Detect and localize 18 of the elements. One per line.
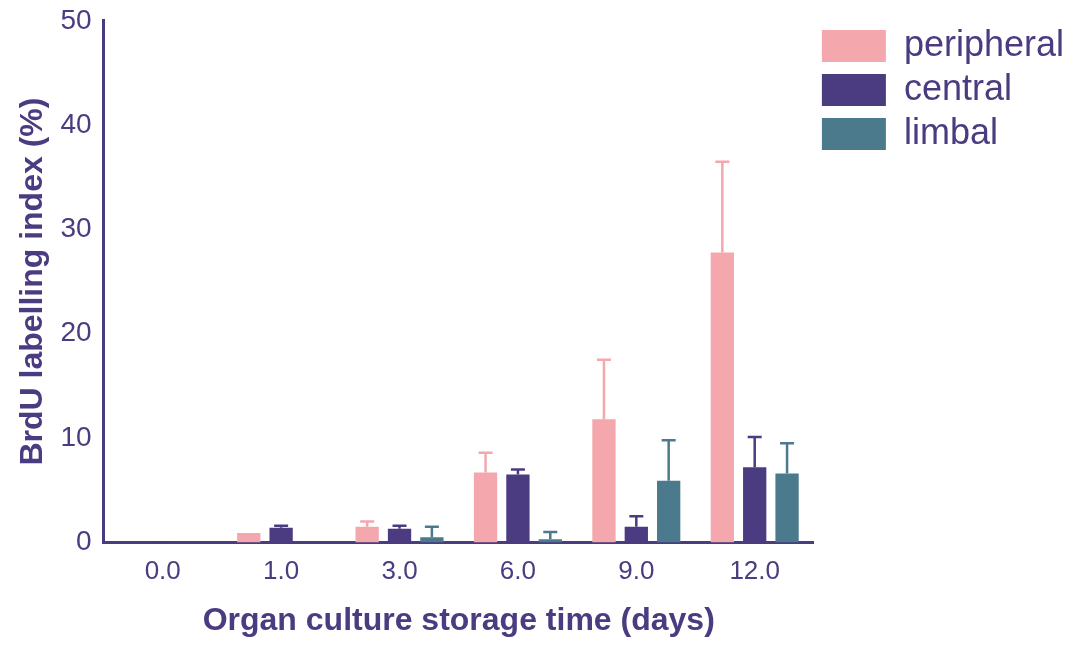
- legend-label: peripheral: [903, 22, 1065, 64]
- y-tick-label: 30: [60, 212, 92, 244]
- y-tick-label: 20: [60, 316, 92, 348]
- y-tick-label: 50: [60, 3, 92, 35]
- x-tick-label: 9.0: [618, 555, 655, 586]
- legend-label: central: [903, 66, 1012, 108]
- x-tick-label: 6.0: [499, 555, 536, 586]
- legend-label: limbal: [903, 110, 998, 152]
- x-tick-label: 3.0: [381, 555, 418, 586]
- y-axis-title: BrdU labelling index (%): [13, 97, 50, 466]
- x-axis-title: Organ culture storage time (days): [202, 600, 715, 637]
- bar: [237, 533, 261, 543]
- x-tick-label: 1.0: [263, 555, 300, 586]
- x-tick-label: 0.0: [144, 555, 181, 586]
- y-tick-label: 10: [60, 420, 92, 452]
- y-tick-label: 40: [60, 107, 92, 139]
- x-tick-label: 12.0: [729, 555, 781, 586]
- y-tick-label: 0: [75, 525, 92, 557]
